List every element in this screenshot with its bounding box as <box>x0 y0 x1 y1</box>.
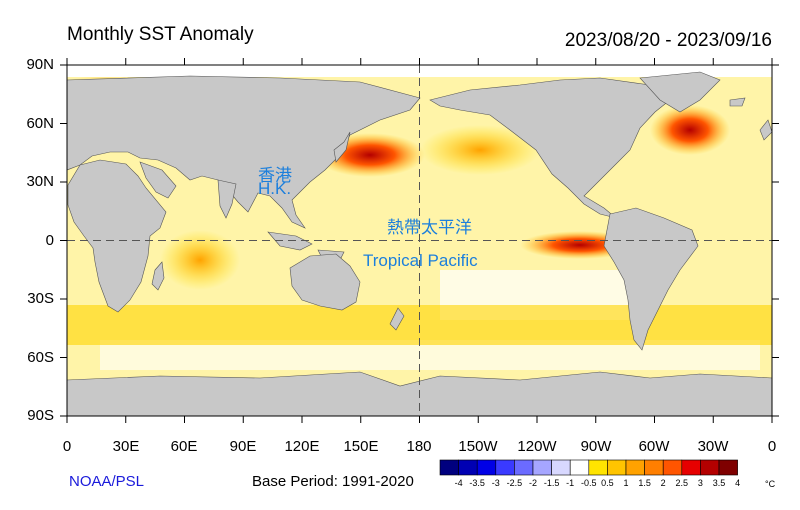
lat-label: 60S <box>27 349 54 366</box>
lon-label: 90W <box>580 438 612 455</box>
colorbar-swatch <box>662 459 683 476</box>
base-period: Base Period: 1991-2020 <box>252 473 414 490</box>
colorbar-swatch <box>569 459 590 476</box>
colorbar-swatch <box>458 459 478 476</box>
lon-label: 30W <box>697 438 729 455</box>
lon-label: 0 <box>767 438 777 455</box>
colorbar-swatch <box>476 459 497 476</box>
africa <box>67 159 167 313</box>
lon-label: 90E <box>229 438 257 455</box>
colorbar-swatch <box>625 459 645 476</box>
north-pacific-warm <box>420 125 540 175</box>
colorbar-swatch <box>607 459 627 476</box>
colorbar-tick-label: 3.5 <box>712 478 726 488</box>
lat-label: 60N <box>26 115 54 132</box>
iceland <box>729 97 746 107</box>
uk <box>759 119 772 141</box>
lon-label: 150W <box>458 438 498 455</box>
colorbar-swatch <box>681 459 701 476</box>
lon-label: 60E <box>170 438 198 455</box>
madagascar <box>151 261 165 291</box>
lat-tick-marks <box>60 64 779 417</box>
colorbar <box>439 459 738 476</box>
lon-label: 180 <box>406 438 432 455</box>
colorbar-tick-label: -2.5 <box>506 478 523 488</box>
lat-label: 30N <box>26 173 54 190</box>
colorbar-tick-label: 2 <box>660 478 666 488</box>
colorbar-tick-label: 3 <box>697 478 703 488</box>
colorbar-tick-label: -2 <box>528 478 538 488</box>
colorbar-unit: °C <box>765 479 776 489</box>
colorbar-tick-label: -1 <box>566 478 575 488</box>
colorbar-swatch <box>718 459 738 476</box>
tropical-pacific-label-english: Tropical Pacific <box>363 251 478 270</box>
colorbar-tick-label: 0.5 <box>601 478 614 488</box>
colorbar-tick-label: 1 <box>623 478 629 488</box>
lon-label: 30E <box>112 438 140 455</box>
colorbar-tick-label: -4 <box>454 478 463 488</box>
lon-label: 120E <box>284 438 320 455</box>
hk-label-chinese: 香港 <box>258 166 292 185</box>
new-zealand <box>389 307 405 331</box>
lat-label: 90N <box>26 56 54 73</box>
colorbar-tick-label: 2.5 <box>675 478 689 488</box>
colorbar-tick-label: 1.5 <box>638 478 651 488</box>
colorbar-tick-label: 4 <box>735 478 741 488</box>
colorbar-swatch <box>532 459 552 476</box>
colorbar-swatch <box>551 459 571 476</box>
lon-label: 120W <box>517 438 557 455</box>
colorbar-swatch <box>700 459 720 476</box>
map-field <box>67 65 772 416</box>
japan <box>333 131 351 163</box>
lat-label: 0 <box>45 232 54 249</box>
australia <box>289 253 361 311</box>
colorbar-swatch <box>514 459 534 476</box>
atlantic-warm <box>650 105 730 155</box>
colorbar-swatch <box>644 459 664 476</box>
source-credit: NOAA/PSL <box>69 473 145 490</box>
colorbar-tick-label: -3 <box>491 478 500 488</box>
south-america <box>603 207 699 351</box>
map-title: Monthly SST Anomaly <box>67 24 254 45</box>
greenland <box>639 71 721 113</box>
arabia <box>139 161 177 199</box>
lon-tick-marks <box>66 58 773 423</box>
colorbar-swatch <box>439 459 459 476</box>
north-america <box>429 77 671 219</box>
colorbar-tick-label: -0.5 <box>581 478 597 488</box>
lat-label: 90S <box>27 407 54 424</box>
tropical-pacific-label-chinese: 熱帶太平洋 <box>387 218 472 237</box>
date-range: 2023/08/20 - 2023/09/16 <box>564 30 772 51</box>
lon-label: 0 <box>62 438 72 455</box>
eurasia <box>67 75 421 229</box>
india <box>217 179 237 219</box>
lon-label: 60W <box>638 438 670 455</box>
indian-ocean-warm <box>160 230 240 290</box>
colorbar-tick-label: -1.5 <box>543 478 560 488</box>
lon-label: 150E <box>343 438 379 455</box>
colorbar-swatch <box>495 459 515 476</box>
colorbar-tick-label: -3.5 <box>469 478 485 488</box>
colorbar-swatch <box>588 459 608 476</box>
lat-label: 30S <box>27 290 54 307</box>
hk-label-english: H.K. <box>258 179 292 198</box>
